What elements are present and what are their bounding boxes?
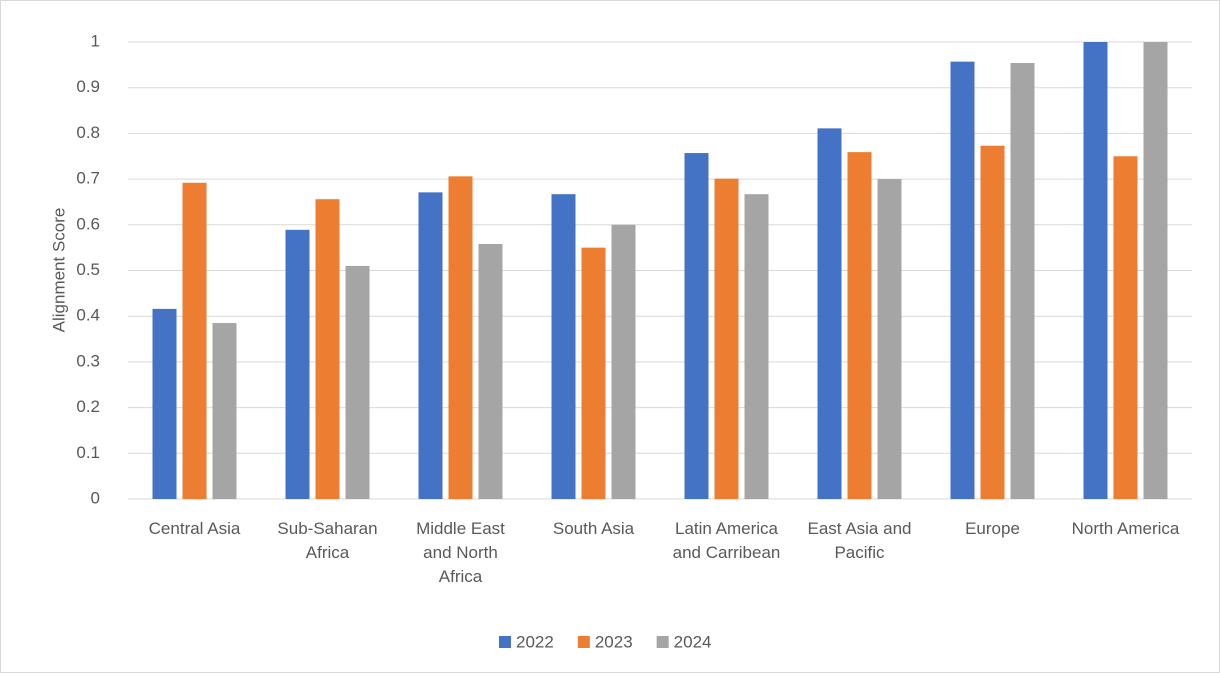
bar	[847, 152, 872, 499]
bar	[744, 194, 769, 499]
bar	[1083, 42, 1108, 499]
legend-swatch	[577, 636, 590, 648]
x-tick-label: East Asia and Pacific	[807, 519, 912, 562]
bar	[714, 178, 739, 499]
y-tick-label: 0.2	[76, 397, 100, 416]
bar	[817, 128, 842, 500]
x-tick-label: Middle East and North Africa	[416, 519, 505, 586]
bar	[182, 182, 207, 500]
y-tick-label: 0.8	[76, 123, 100, 142]
x-tick-label: Central Asia	[148, 519, 241, 538]
bar	[877, 179, 902, 499]
x-tick-label: Europe	[965, 519, 1020, 538]
y-axis-title: Alignment Score	[49, 208, 68, 333]
y-tick-label: 0.4	[76, 306, 100, 325]
bar	[285, 229, 310, 499]
bar	[418, 192, 443, 499]
x-tick-label: North America	[1071, 519, 1180, 538]
y-tick-label: 0.5	[76, 260, 100, 279]
x-tick-label: Sub-Saharan Africa	[277, 519, 378, 562]
y-tick-label: 0.7	[76, 169, 100, 188]
y-tick-label: 0.6	[76, 214, 100, 233]
bar	[950, 61, 975, 499]
bar	[152, 308, 177, 499]
legend-label: 2022	[516, 632, 554, 651]
y-tick-label: 0.3	[76, 351, 100, 370]
bar	[551, 194, 576, 499]
bar	[1143, 42, 1168, 499]
y-tick-label: 1	[91, 31, 100, 50]
bar	[1113, 156, 1138, 499]
bar	[315, 199, 340, 499]
y-tick-label: 0.9	[76, 77, 100, 96]
y-tick-label: 0	[91, 488, 100, 507]
bar	[448, 176, 473, 499]
bar	[345, 265, 370, 499]
x-tick-label: South Asia	[552, 519, 635, 538]
bar	[581, 247, 606, 499]
bar	[478, 243, 503, 499]
bar	[980, 145, 1005, 499]
legend-swatch	[499, 636, 511, 648]
legend-label: 2024	[674, 632, 712, 651]
bar	[684, 153, 709, 499]
y-tick-label: 0.1	[76, 443, 100, 462]
bar	[1010, 63, 1035, 499]
bar	[611, 224, 636, 500]
bar	[212, 323, 237, 499]
legend-label: 2023	[595, 632, 633, 651]
x-tick-label: Latin America and Carribean	[672, 519, 781, 562]
legend-swatch	[656, 636, 669, 648]
